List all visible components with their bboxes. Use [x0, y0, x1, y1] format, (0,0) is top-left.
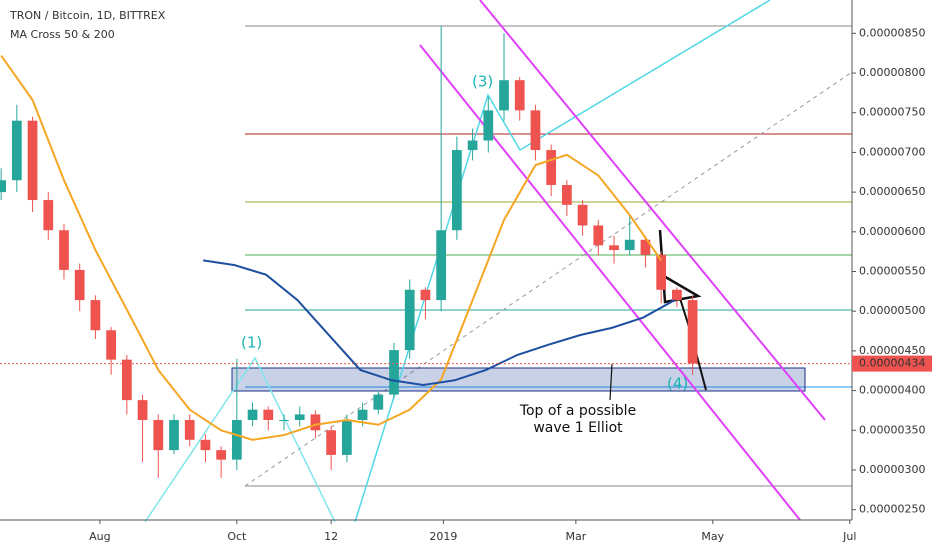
candle-body — [310, 414, 321, 431]
ma-line — [0, 54, 662, 441]
annotation: wave 1 Elliot — [533, 420, 623, 436]
candle-body — [609, 245, 619, 251]
x-tick-label: Jul — [842, 530, 856, 543]
candle-body — [357, 409, 368, 420]
candle-body — [593, 225, 604, 246]
channel-line — [479, 0, 826, 421]
last-price-box — [852, 355, 932, 372]
candle-body — [436, 230, 447, 301]
y-tick-label: 0.00000300 — [859, 463, 925, 476]
candle-body — [216, 450, 227, 460]
candle-body — [0, 180, 6, 193]
candle-body — [106, 330, 117, 360]
annotation: (4) — [667, 375, 688, 393]
candle-body — [373, 394, 384, 410]
candle-body — [326, 430, 337, 455]
candle-body — [231, 419, 242, 460]
candle-body — [200, 439, 211, 451]
y-tick-label: 0.00000850 — [859, 26, 925, 39]
candle-body — [451, 150, 462, 231]
y-tick-label: 0.00000400 — [859, 384, 925, 397]
candle-body — [672, 289, 682, 301]
candle-body — [59, 230, 69, 270]
candle-body — [184, 419, 195, 440]
chart-subtitle: MA Cross 50 & 200 — [10, 28, 115, 41]
candle-body — [389, 350, 399, 395]
candle-body — [420, 289, 431, 301]
drawings — [0, 0, 853, 523]
y-tick-label: 0.00000600 — [859, 225, 925, 238]
y-tick-label: 0.00000550 — [859, 265, 925, 278]
candle-body — [530, 110, 541, 151]
candle-body — [247, 409, 258, 420]
y-tick-label: 0.00000650 — [859, 185, 925, 198]
candle-body — [137, 400, 148, 420]
candle-body — [514, 80, 525, 111]
channel-line — [419, 44, 801, 521]
zone — [231, 367, 806, 392]
candle-body — [11, 120, 22, 181]
annotation: (1) — [241, 334, 262, 352]
candle-body — [74, 269, 85, 301]
candle-body — [43, 200, 54, 231]
x-tick-label: Oct — [227, 530, 247, 543]
candle-body — [263, 409, 274, 420]
x-tick-label: Aug — [89, 530, 110, 543]
candle-body — [121, 359, 132, 401]
y-tick-label: 0.00000500 — [859, 304, 925, 317]
y-tick-label: 0.00000800 — [859, 66, 925, 79]
y-tick-label: 0.00000700 — [859, 145, 925, 158]
candle-body — [90, 300, 101, 331]
x-tick-label: 12 — [324, 530, 338, 543]
x-tick-label: May — [701, 530, 724, 543]
candle-body — [341, 419, 352, 455]
y-tick-label: 0.00000250 — [859, 503, 925, 516]
candle-body — [279, 419, 289, 421]
candle-body — [656, 254, 667, 290]
y-tick-label: 0.00000350 — [859, 423, 925, 436]
wave-line — [144, 356, 336, 523]
candle-body — [294, 414, 305, 420]
arrow — [609, 363, 613, 401]
y-tick-label: 0.00000450 — [859, 344, 925, 357]
last-price-label: 0.00000434 — [859, 357, 925, 370]
candle-body — [404, 289, 415, 351]
wave-line — [354, 0, 771, 523]
chart-title: TRON / Bitcoin, 1D, BITTREX — [9, 9, 166, 22]
candle-body — [467, 140, 478, 151]
trend-line — [244, 71, 853, 487]
x-tick-label: Mar — [565, 530, 586, 543]
x-tick-label: 2019 — [429, 530, 457, 543]
candle-body — [27, 120, 38, 201]
candle-body — [153, 419, 164, 451]
candle-body — [624, 239, 635, 251]
annotation: Top of a possible — [519, 403, 636, 419]
candle-body — [499, 80, 509, 111]
annotation: (3) — [472, 73, 493, 91]
y-tick-label: 0.00000750 — [859, 106, 925, 119]
candle-body — [640, 239, 651, 255]
candle-body — [687, 300, 698, 364]
candle-body — [562, 184, 572, 205]
candle-body — [577, 204, 588, 226]
candle-body — [546, 150, 557, 185]
candle-body — [483, 110, 494, 141]
ma-line — [203, 259, 676, 387]
candle-body — [169, 419, 179, 451]
